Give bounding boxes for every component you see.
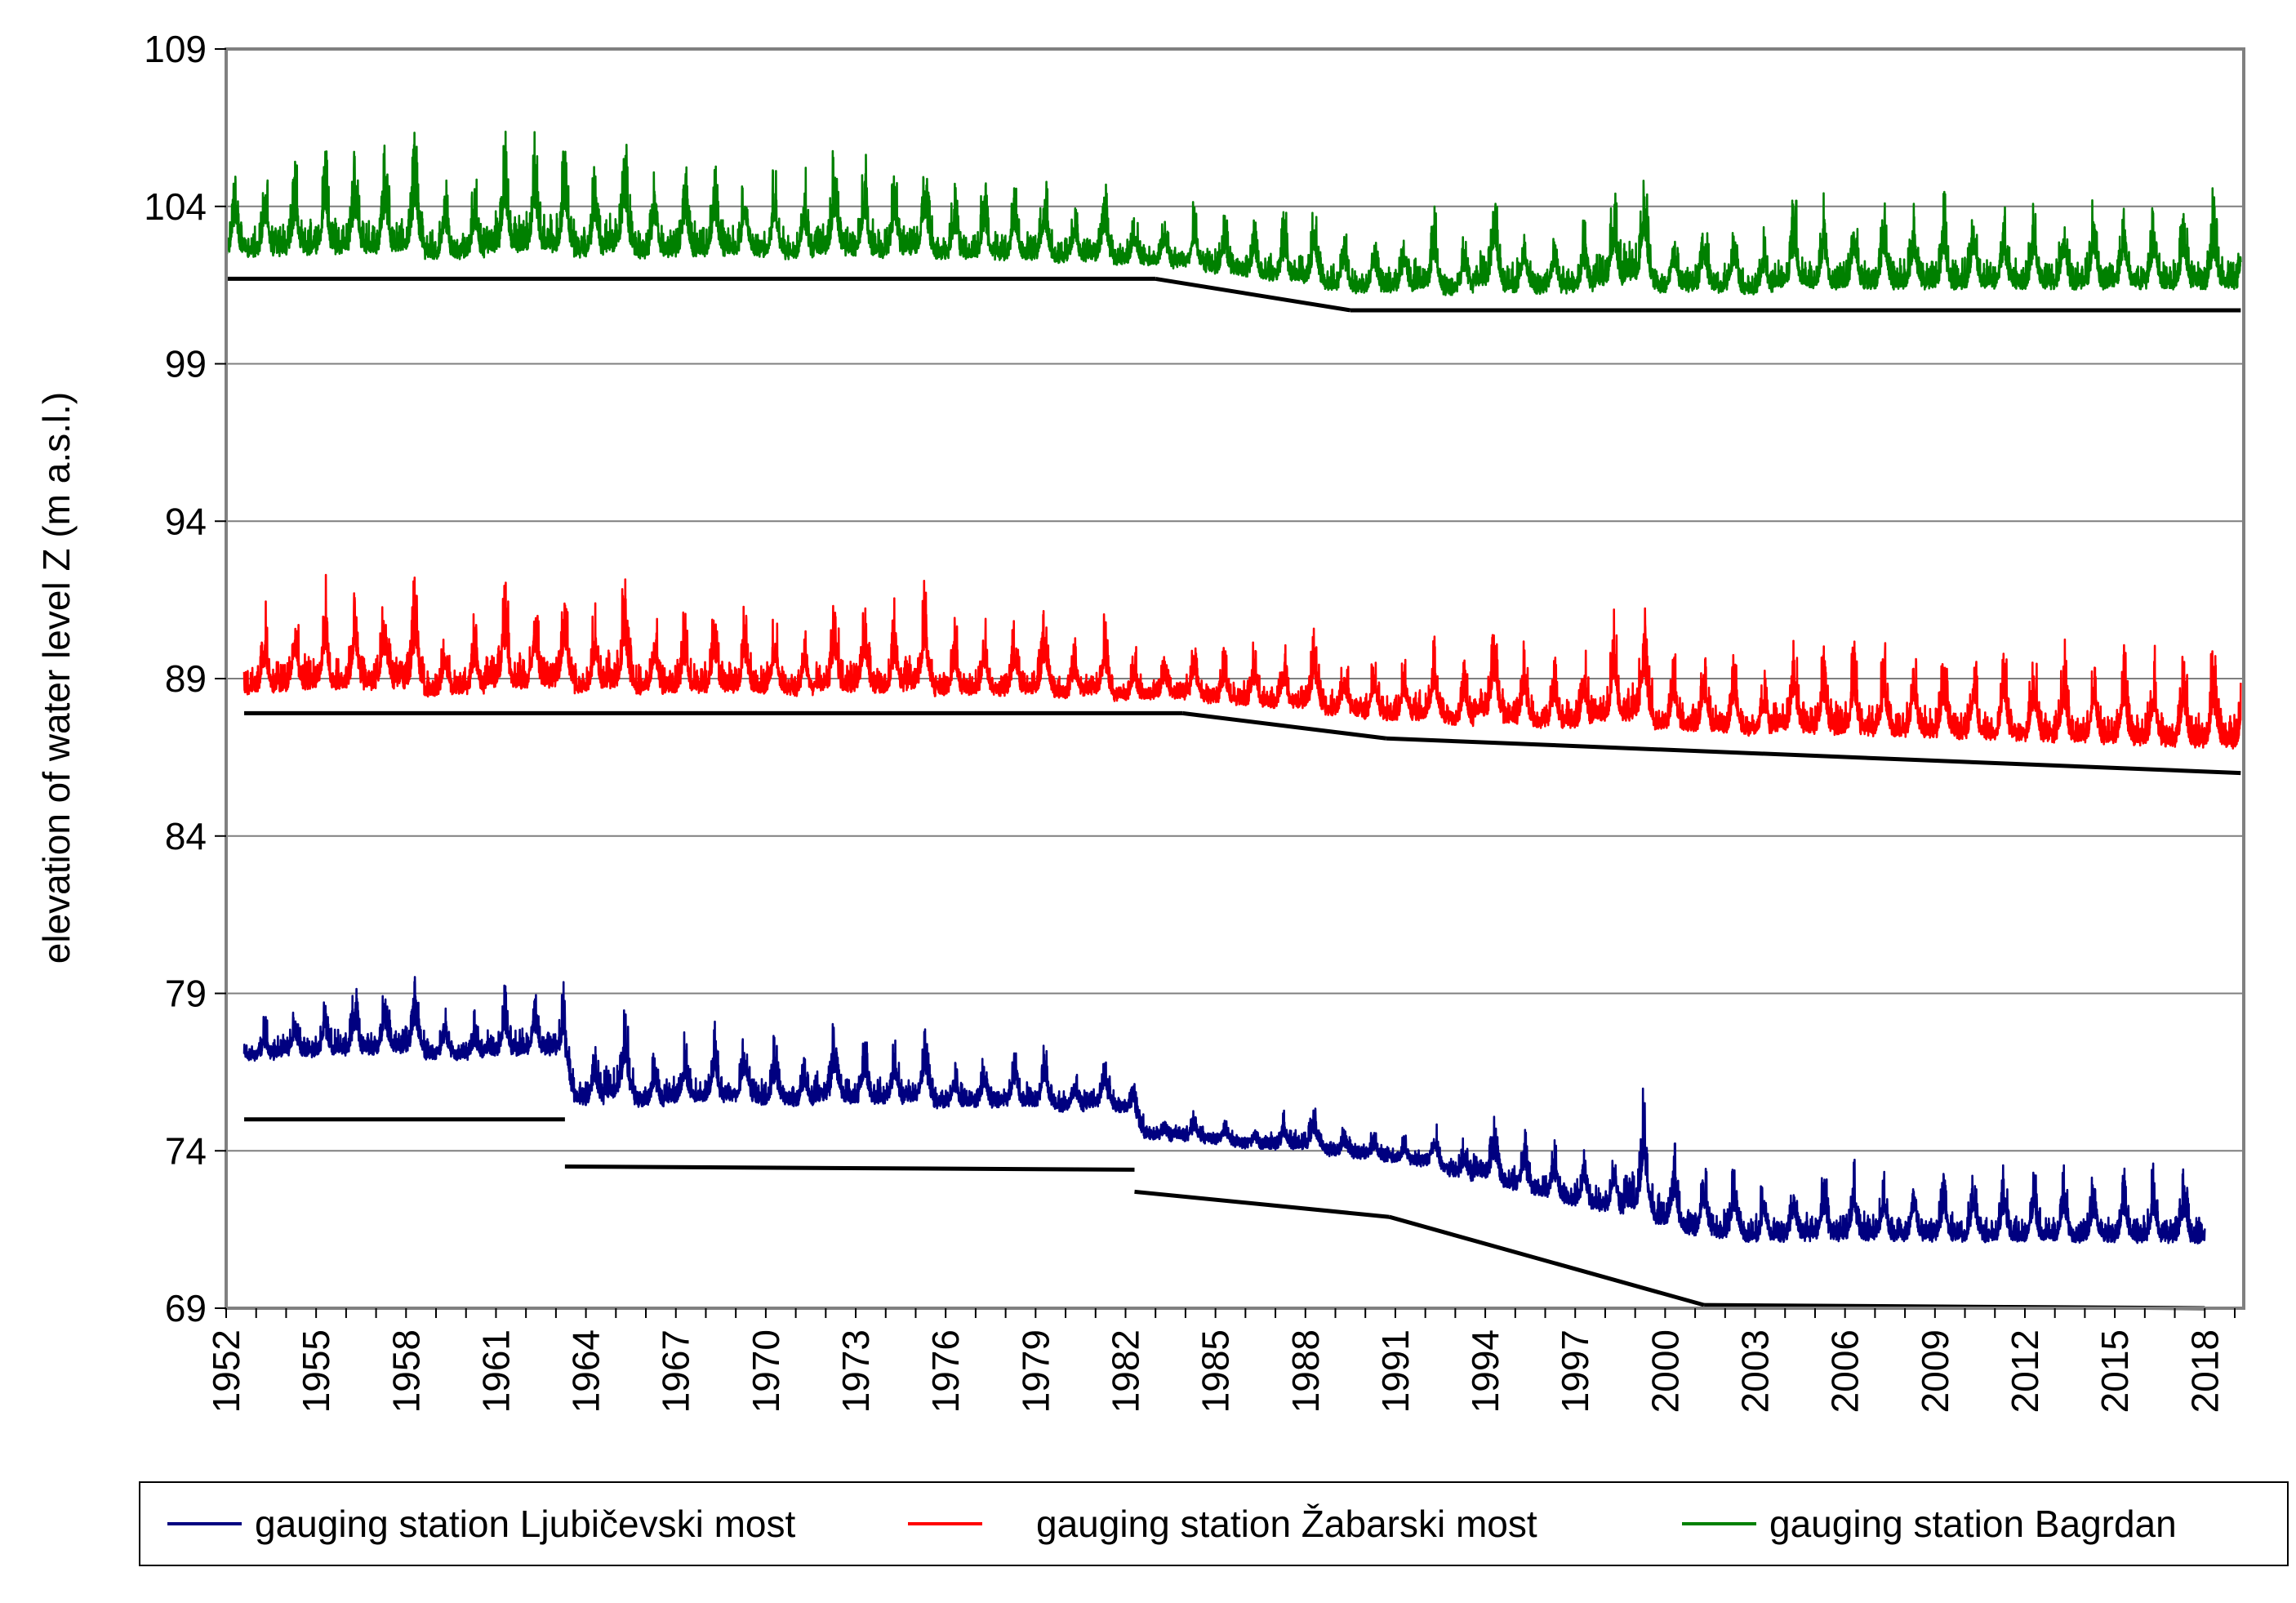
trend-line-0-2: [1134, 1189, 1390, 1219]
x-tick-label-1967: 1967: [655, 1329, 697, 1413]
legend: gauging station Ljubičevski most gauging…: [139, 1481, 2289, 1566]
x-tick-label-1973: 1973: [834, 1329, 877, 1413]
y-tick-label-84: 84: [165, 815, 207, 857]
x-tick-label-1982: 1982: [1104, 1329, 1146, 1413]
x-tick-label-1976: 1976: [924, 1329, 967, 1413]
legend-label-zabarski: gauging station Žabarski most: [1036, 1503, 1537, 1545]
x-tick-label-1979: 1979: [1014, 1329, 1057, 1413]
series-lines: [225, 131, 2242, 1245]
series-line-1: [243, 573, 2242, 750]
x-tick-label-1964: 1964: [565, 1329, 607, 1413]
x-tick-label-2015: 2015: [2094, 1329, 2136, 1413]
trend-line-2-1: [1155, 276, 1351, 313]
baseline-trend-lines: [226, 276, 2241, 1311]
y-tick-label-69: 69: [165, 1287, 207, 1329]
y-axis-ticks: 109 104 99 94 89 84 79 74 69: [144, 28, 226, 1329]
trend-line-0-3: [1388, 1214, 1705, 1307]
x-tick-label-1970: 1970: [745, 1329, 787, 1413]
trend-line-1-1: [1181, 710, 1387, 741]
x-tick-label-1994: 1994: [1464, 1329, 1506, 1413]
x-tick-label-2018: 2018: [2183, 1329, 2226, 1413]
y-tick-label-74: 74: [165, 1129, 207, 1172]
legend-box: [139, 1481, 2289, 1566]
x-tick-label-1985: 1985: [1195, 1329, 1237, 1413]
x-tick-label-2003: 2003: [1734, 1329, 1777, 1413]
y-tick-label-79: 79: [165, 973, 207, 1015]
grid-lines: [226, 205, 2244, 1152]
x-tick-label-1961: 1961: [474, 1329, 517, 1413]
y-tick-label-109: 109: [144, 28, 207, 70]
x-axis-ticks: 1952 1955 1958 1961 1964 1967 1970 1973 1976 1979…: [205, 1308, 2236, 1413]
x-tick-label-2009: 2009: [1914, 1329, 1956, 1413]
y-tick-label-99: 99: [165, 343, 207, 385]
trend-line-1-2: [1386, 736, 2241, 776]
x-tick-label-1991: 1991: [1374, 1329, 1417, 1413]
trend-line-0-1: [564, 1164, 1135, 1172]
x-tick-label-2006: 2006: [1824, 1329, 1867, 1413]
y-axis-label: elevation of water level Z (m a.s.l.): [35, 392, 78, 964]
x-tick-label-1988: 1988: [1284, 1329, 1327, 1413]
series-line-0: [243, 976, 2206, 1245]
legend-label-ljubicevski: gauging station Ljubičevski most: [255, 1503, 795, 1545]
x-tick-label-1997: 1997: [1554, 1329, 1596, 1413]
series-line-2: [225, 131, 2242, 296]
x-tick-label-2000: 2000: [1644, 1329, 1686, 1413]
x-tick-label-1952: 1952: [205, 1329, 247, 1413]
x-tick-label-1955: 1955: [295, 1329, 337, 1413]
x-tick-label-1958: 1958: [385, 1329, 427, 1413]
y-tick-label-104: 104: [144, 185, 207, 228]
y-tick-label-89: 89: [165, 657, 207, 700]
legend-label-bagrdan: gauging station Bagrdan: [1769, 1503, 2177, 1545]
y-tick-label-94: 94: [165, 500, 207, 542]
x-tick-label-2012: 2012: [2004, 1329, 2046, 1413]
